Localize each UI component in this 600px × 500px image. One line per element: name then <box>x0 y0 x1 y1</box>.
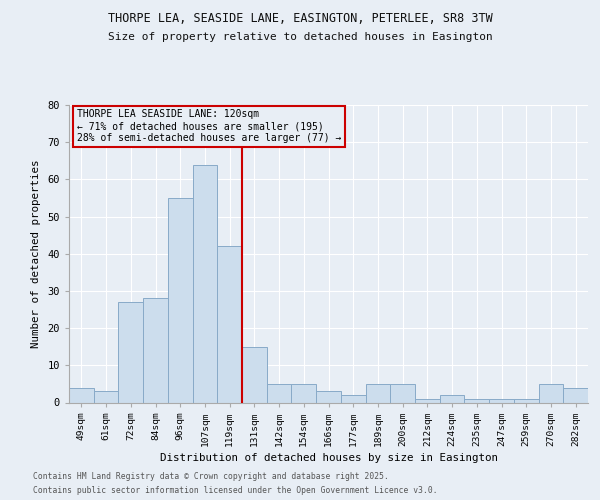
Text: THORPE LEA SEASIDE LANE: 120sqm
← 71% of detached houses are smaller (195)
28% o: THORPE LEA SEASIDE LANE: 120sqm ← 71% of… <box>77 110 341 142</box>
Bar <box>539 384 563 402</box>
Bar <box>464 399 489 402</box>
Bar <box>440 395 464 402</box>
Bar <box>193 164 217 402</box>
X-axis label: Distribution of detached houses by size in Easington: Distribution of detached houses by size … <box>160 453 497 463</box>
Bar <box>489 399 514 402</box>
Bar <box>242 346 267 403</box>
Bar <box>415 399 440 402</box>
Bar <box>563 388 588 402</box>
Bar <box>292 384 316 402</box>
Bar <box>341 395 365 402</box>
Bar <box>217 246 242 402</box>
Y-axis label: Number of detached properties: Number of detached properties <box>31 160 41 348</box>
Text: Contains public sector information licensed under the Open Government Licence v3: Contains public sector information licen… <box>33 486 437 495</box>
Bar <box>390 384 415 402</box>
Bar <box>143 298 168 403</box>
Bar <box>118 302 143 402</box>
Bar <box>316 392 341 402</box>
Text: Contains HM Land Registry data © Crown copyright and database right 2025.: Contains HM Land Registry data © Crown c… <box>33 472 389 481</box>
Text: Size of property relative to detached houses in Easington: Size of property relative to detached ho… <box>107 32 493 42</box>
Bar <box>514 399 539 402</box>
Bar <box>69 388 94 402</box>
Bar <box>94 392 118 402</box>
Text: THORPE LEA, SEASIDE LANE, EASINGTON, PETERLEE, SR8 3TW: THORPE LEA, SEASIDE LANE, EASINGTON, PET… <box>107 12 493 26</box>
Bar <box>168 198 193 402</box>
Bar <box>365 384 390 402</box>
Bar <box>267 384 292 402</box>
